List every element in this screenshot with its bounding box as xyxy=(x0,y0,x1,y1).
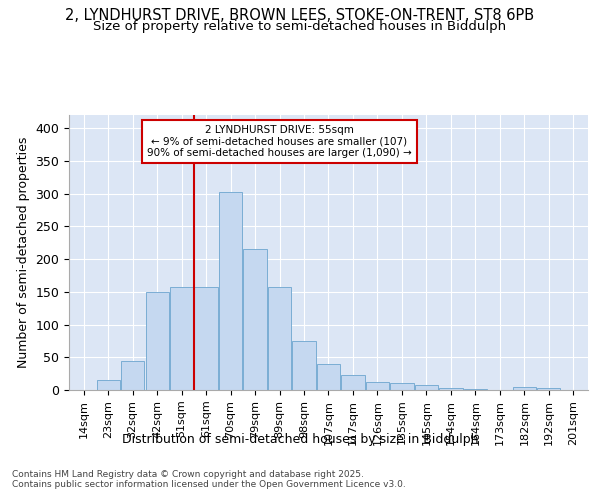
Bar xyxy=(415,385,438,390)
Text: Contains HM Land Registry data © Crown copyright and database right 2025.
Contai: Contains HM Land Registry data © Crown c… xyxy=(12,470,406,490)
Bar xyxy=(513,388,536,390)
Bar xyxy=(341,375,365,390)
Bar xyxy=(439,388,463,390)
Bar xyxy=(391,384,413,390)
Bar xyxy=(268,286,291,390)
Bar xyxy=(366,382,389,390)
Bar xyxy=(121,360,144,390)
Text: Distribution of semi-detached houses by size in Biddulph: Distribution of semi-detached houses by … xyxy=(122,432,478,446)
Bar xyxy=(292,341,316,390)
Bar xyxy=(146,292,169,390)
Text: 2 LYNDHURST DRIVE: 55sqm
← 9% of semi-detached houses are smaller (107)
90% of s: 2 LYNDHURST DRIVE: 55sqm ← 9% of semi-de… xyxy=(147,125,412,158)
Bar xyxy=(170,286,193,390)
Bar xyxy=(97,380,120,390)
Bar xyxy=(219,192,242,390)
Bar xyxy=(537,388,560,390)
Text: 2, LYNDHURST DRIVE, BROWN LEES, STOKE-ON-TRENT, ST8 6PB: 2, LYNDHURST DRIVE, BROWN LEES, STOKE-ON… xyxy=(65,8,535,22)
Bar xyxy=(317,364,340,390)
Text: Size of property relative to semi-detached houses in Biddulph: Size of property relative to semi-detach… xyxy=(94,20,506,33)
Bar xyxy=(244,249,266,390)
Bar xyxy=(194,286,218,390)
Y-axis label: Number of semi-detached properties: Number of semi-detached properties xyxy=(17,137,30,368)
